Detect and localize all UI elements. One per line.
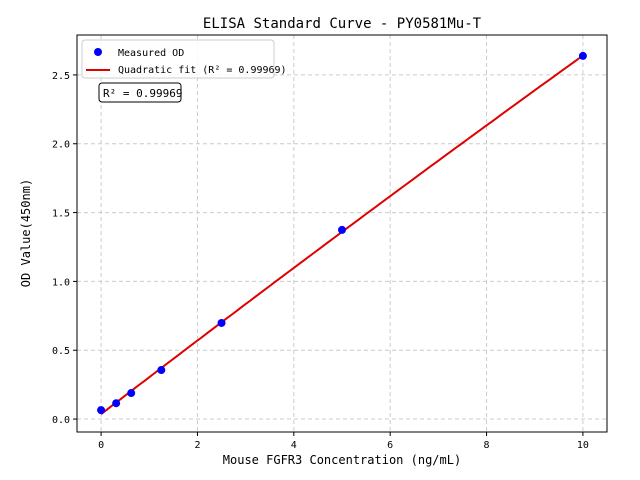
x-tick-label: 0 <box>98 440 104 451</box>
y-tick-label: 0.5 <box>52 346 70 357</box>
r2-annotation: R² = 0.99969 <box>98 82 182 103</box>
x-tick-label: 4 <box>291 440 297 451</box>
y-tick-label: 1.5 <box>52 209 70 220</box>
data-point <box>127 389 136 398</box>
y-tick-label: 0.0 <box>52 415 70 426</box>
data-point <box>157 366 166 375</box>
x-tick-label: 6 <box>387 440 393 451</box>
data-point <box>217 318 226 327</box>
y-axis-label: OD Value(450nm) <box>19 179 33 287</box>
legend-label-measured: Measured OD <box>118 48 184 59</box>
y-tick-label: 2.5 <box>52 71 70 82</box>
points-group <box>97 51 587 415</box>
ticks: 0 2 4 6 8 10 0.0 0.5 1.0 1.5 2.0 2.5 <box>52 71 589 451</box>
legend-label-fit: Quadratic fit (R² = 0.99969) <box>118 65 287 76</box>
x-tick-label: 2 <box>194 440 200 451</box>
y-tick-label: 1.0 <box>52 277 70 288</box>
r2-annotation-text: R² = 0.99969 <box>103 87 182 100</box>
data-point <box>112 399 121 408</box>
data-point <box>97 406 106 415</box>
plot-frame <box>76 34 608 433</box>
x-tick-label: 8 <box>484 440 490 451</box>
grid <box>77 35 607 432</box>
x-axis-label: Mouse FGFR3 Concentration (ng/mL) <box>223 453 461 467</box>
y-tick-label: 2.0 <box>52 140 70 151</box>
fit-line <box>100 54 584 415</box>
x-tick-label: 10 <box>577 440 589 451</box>
fit-line-group <box>100 54 584 415</box>
legend: Measured OD Quadratic fit (R² = 0.99969) <box>81 39 287 79</box>
legend-marker-measured <box>94 48 102 56</box>
data-point <box>338 225 346 234</box>
chart-title: ELISA Standard Curve - PY0581Mu-T <box>203 16 482 32</box>
data-point <box>578 51 587 60</box>
